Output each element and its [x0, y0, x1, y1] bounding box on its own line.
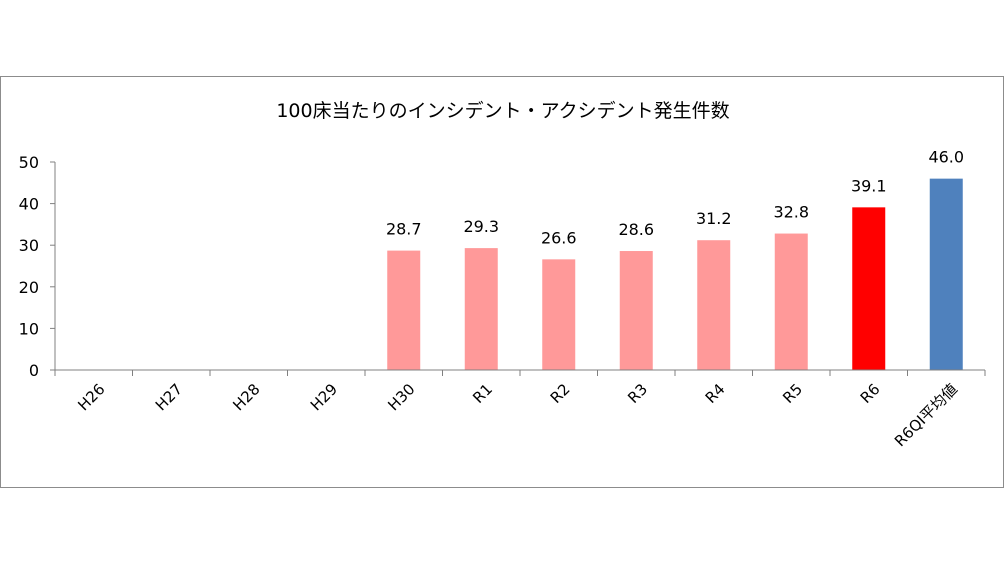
data-label: 39.1: [851, 176, 887, 195]
category-label: R6: [857, 380, 884, 407]
bar: [542, 259, 576, 370]
y-tick-label: 0: [29, 361, 39, 380]
data-label: 28.6: [618, 220, 654, 239]
bar: [774, 233, 808, 370]
y-tick-label: 30: [19, 236, 39, 255]
category-label: H29: [307, 380, 341, 414]
bar: [852, 207, 886, 370]
chart-frame: [0, 76, 1004, 488]
data-label: 46.0: [928, 148, 964, 167]
category-label: R1: [469, 380, 496, 407]
bar: [697, 240, 731, 370]
y-tick-label: 40: [19, 195, 39, 214]
category-label: H28: [229, 380, 263, 414]
bar: [929, 178, 963, 370]
category-label: H30: [384, 380, 418, 414]
category-label: R4: [702, 380, 729, 407]
bar: [619, 251, 653, 370]
data-label: 26.6: [541, 228, 577, 247]
data-label: 28.7: [386, 220, 422, 239]
bar: [387, 250, 421, 370]
y-tick-label: 50: [19, 153, 39, 172]
y-tick-label: 20: [19, 278, 39, 297]
bar: [464, 248, 498, 370]
category-label: R6QI平均値: [891, 380, 961, 450]
data-label: 31.2: [696, 209, 732, 228]
category-label: R2: [547, 380, 574, 407]
category-label: H27: [152, 380, 186, 414]
category-label: R5: [779, 380, 806, 407]
category-label: R3: [624, 380, 651, 407]
data-label: 29.3: [463, 217, 499, 236]
category-label: H26: [74, 380, 108, 414]
chart-title: 100床当たりのインシデント・アクシデント発生件数: [276, 100, 730, 122]
data-label: 32.8: [773, 203, 809, 222]
y-tick-label: 10: [19, 319, 39, 338]
